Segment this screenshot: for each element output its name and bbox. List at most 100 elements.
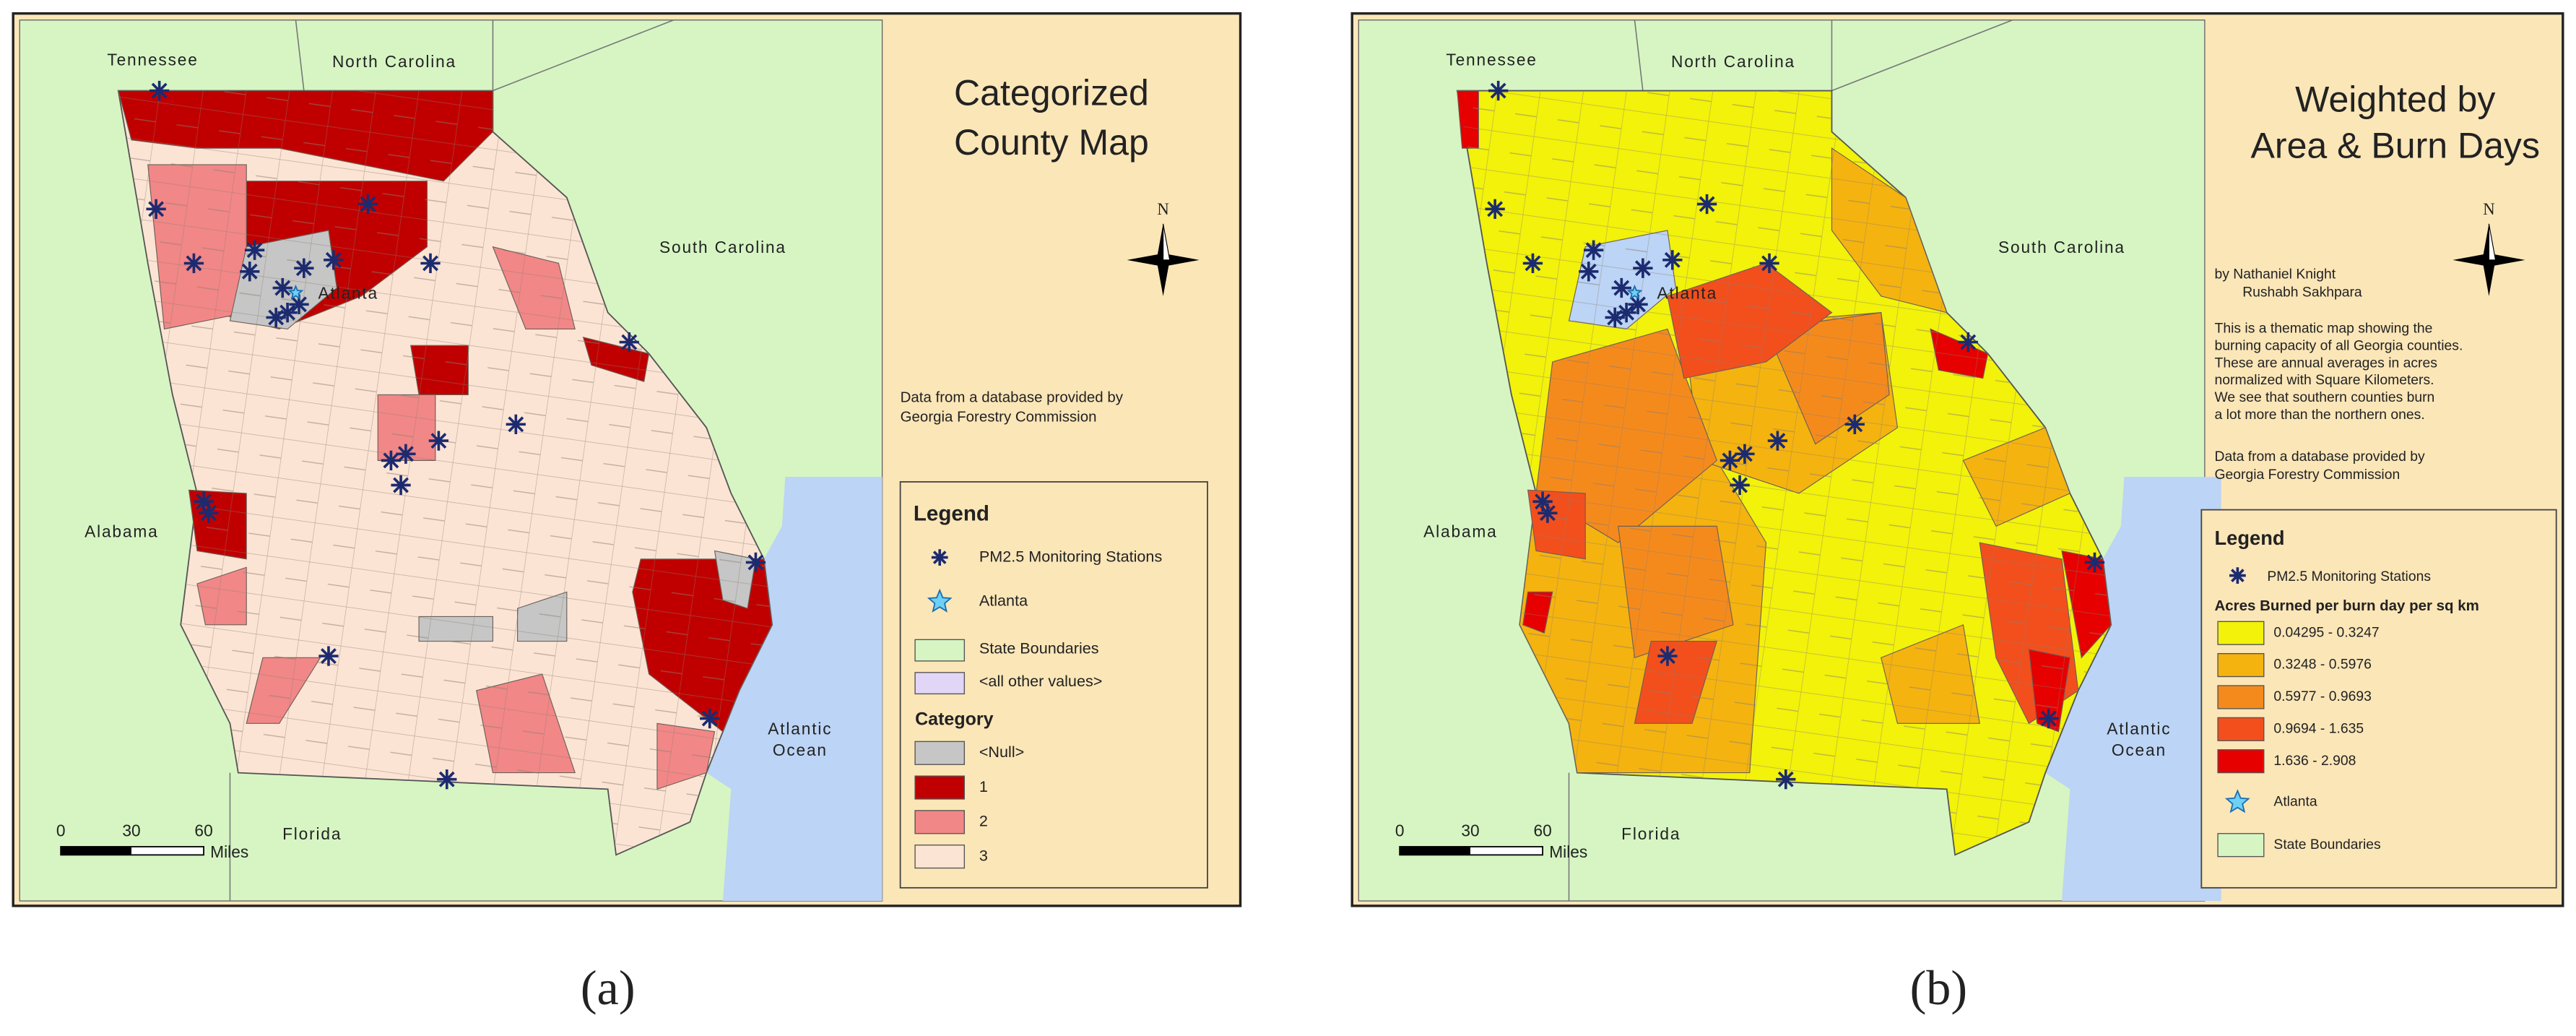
scale-label: 60 bbox=[1533, 821, 1551, 840]
station-stroke bbox=[383, 452, 399, 469]
station-marker bbox=[318, 646, 339, 666]
ocean bbox=[706, 477, 882, 902]
legend-label: PM2.5 Monitoring Stations bbox=[979, 547, 1163, 565]
place-label: Ocean bbox=[773, 741, 828, 759]
station-marker bbox=[1611, 277, 1631, 298]
note: Georgia Forestry Commission bbox=[901, 409, 1097, 426]
description: burning capacity of all Georgia counties… bbox=[2215, 338, 2463, 353]
scale-unit: Miles bbox=[1549, 842, 1587, 861]
station-marker bbox=[381, 450, 402, 471]
compass bbox=[2488, 223, 2497, 261]
station-stroke bbox=[1525, 255, 1541, 272]
station-marker bbox=[2039, 708, 2059, 729]
station-marker bbox=[428, 431, 449, 451]
station-stroke bbox=[1630, 296, 1646, 313]
legend-label: 1.636 - 2.908 bbox=[2273, 754, 2356, 769]
station-marker bbox=[1776, 769, 1796, 790]
station-stroke bbox=[1736, 446, 1753, 462]
station-marker bbox=[745, 552, 766, 573]
ocean bbox=[2045, 477, 2221, 902]
map-title: Categorized bbox=[954, 73, 1149, 113]
legend-heading: Category bbox=[915, 709, 994, 729]
station-marker bbox=[1633, 258, 1653, 278]
station-marker bbox=[266, 307, 286, 328]
station-stroke bbox=[1777, 771, 1794, 787]
station-marker bbox=[1605, 307, 1625, 328]
station-marker bbox=[1735, 444, 1755, 464]
station-stroke bbox=[1607, 309, 1623, 326]
legend-swatch bbox=[914, 810, 966, 834]
station-marker bbox=[420, 253, 441, 274]
station-stroke bbox=[321, 648, 337, 665]
legend-label: 1 bbox=[979, 777, 988, 795]
legend-label: 0.9694 - 1.635 bbox=[2273, 721, 2364, 736]
compass-label: N bbox=[1157, 200, 1168, 218]
station-marker bbox=[1662, 250, 1683, 270]
legend-swatch bbox=[2217, 749, 2265, 774]
legend-swatch bbox=[914, 775, 966, 800]
station-marker bbox=[199, 503, 219, 523]
station-marker bbox=[357, 194, 378, 215]
description: These are annual averages in acres bbox=[2215, 355, 2437, 371]
border bbox=[1634, 20, 1644, 91]
map-title: County Map bbox=[954, 122, 1149, 163]
legend-swatch bbox=[2217, 652, 2265, 678]
legend-title: Legend bbox=[2215, 527, 2285, 549]
legend-label: 0.04295 - 0.3247 bbox=[2273, 625, 2379, 640]
place-label: Atlantic bbox=[768, 719, 832, 738]
legend-swatch bbox=[2217, 685, 2265, 709]
station-stroke bbox=[196, 493, 212, 510]
station-stroke bbox=[2231, 569, 2245, 582]
place-label: Tennessee bbox=[107, 51, 198, 69]
legend-label: 0.5977 - 0.9693 bbox=[2273, 689, 2371, 704]
station-marker bbox=[1583, 240, 1604, 260]
scale-label: 0 bbox=[56, 821, 66, 840]
description: a lot more than the northern ones. bbox=[2215, 407, 2425, 423]
station-stroke bbox=[246, 242, 263, 259]
author: Rushabh Sakhpara bbox=[2242, 285, 2362, 300]
panel-label: (a) bbox=[581, 960, 636, 1015]
station-marker bbox=[272, 277, 292, 298]
map-title: Area & Burn Days bbox=[2251, 125, 2540, 165]
compass bbox=[1163, 223, 1171, 261]
panel-label: (b) bbox=[1910, 960, 1968, 1015]
station-stroke bbox=[274, 280, 291, 296]
station-marker bbox=[183, 253, 204, 274]
legend-label: 2 bbox=[979, 812, 988, 830]
station-marker bbox=[437, 769, 457, 790]
station-stroke bbox=[747, 554, 764, 571]
legend-label: 3 bbox=[979, 846, 988, 864]
station-stroke bbox=[186, 255, 202, 272]
station-stroke bbox=[325, 251, 342, 268]
station-marker bbox=[240, 262, 260, 282]
station-stroke bbox=[1664, 251, 1681, 268]
station-stroke bbox=[2040, 710, 2057, 727]
atlanta-symbol bbox=[1626, 284, 1643, 300]
station-marker bbox=[194, 491, 214, 511]
station-marker bbox=[619, 332, 639, 353]
station-stroke bbox=[295, 260, 312, 277]
station-marker bbox=[396, 444, 416, 464]
legend-label: PM2.5 Monitoring Stations bbox=[2267, 569, 2431, 584]
legend-label: <Null> bbox=[979, 743, 1024, 761]
place-label: Alabama bbox=[1423, 522, 1497, 540]
station-stroke bbox=[438, 771, 455, 787]
station-marker bbox=[1488, 80, 1509, 101]
station-stroke bbox=[1722, 452, 1738, 469]
place-label: Ocean bbox=[2112, 741, 2167, 759]
legend-title: Legend bbox=[914, 501, 989, 525]
station-stroke bbox=[2086, 554, 2103, 571]
station-marker bbox=[1730, 475, 1750, 496]
place-label: South Carolina bbox=[659, 238, 786, 256]
description: This is a thematic map showing the bbox=[2215, 321, 2433, 336]
station-marker bbox=[391, 475, 411, 496]
station-stroke bbox=[701, 710, 718, 727]
compass-label: N bbox=[2483, 200, 2494, 218]
station-stroke bbox=[393, 477, 409, 493]
station-marker bbox=[931, 549, 948, 566]
station-stroke bbox=[1580, 263, 1597, 280]
legend-label: Atlanta bbox=[2273, 795, 2317, 810]
legend-swatch bbox=[2217, 833, 2265, 858]
station-stroke bbox=[1699, 196, 1715, 212]
legend-label: <all other values> bbox=[979, 672, 1103, 690]
